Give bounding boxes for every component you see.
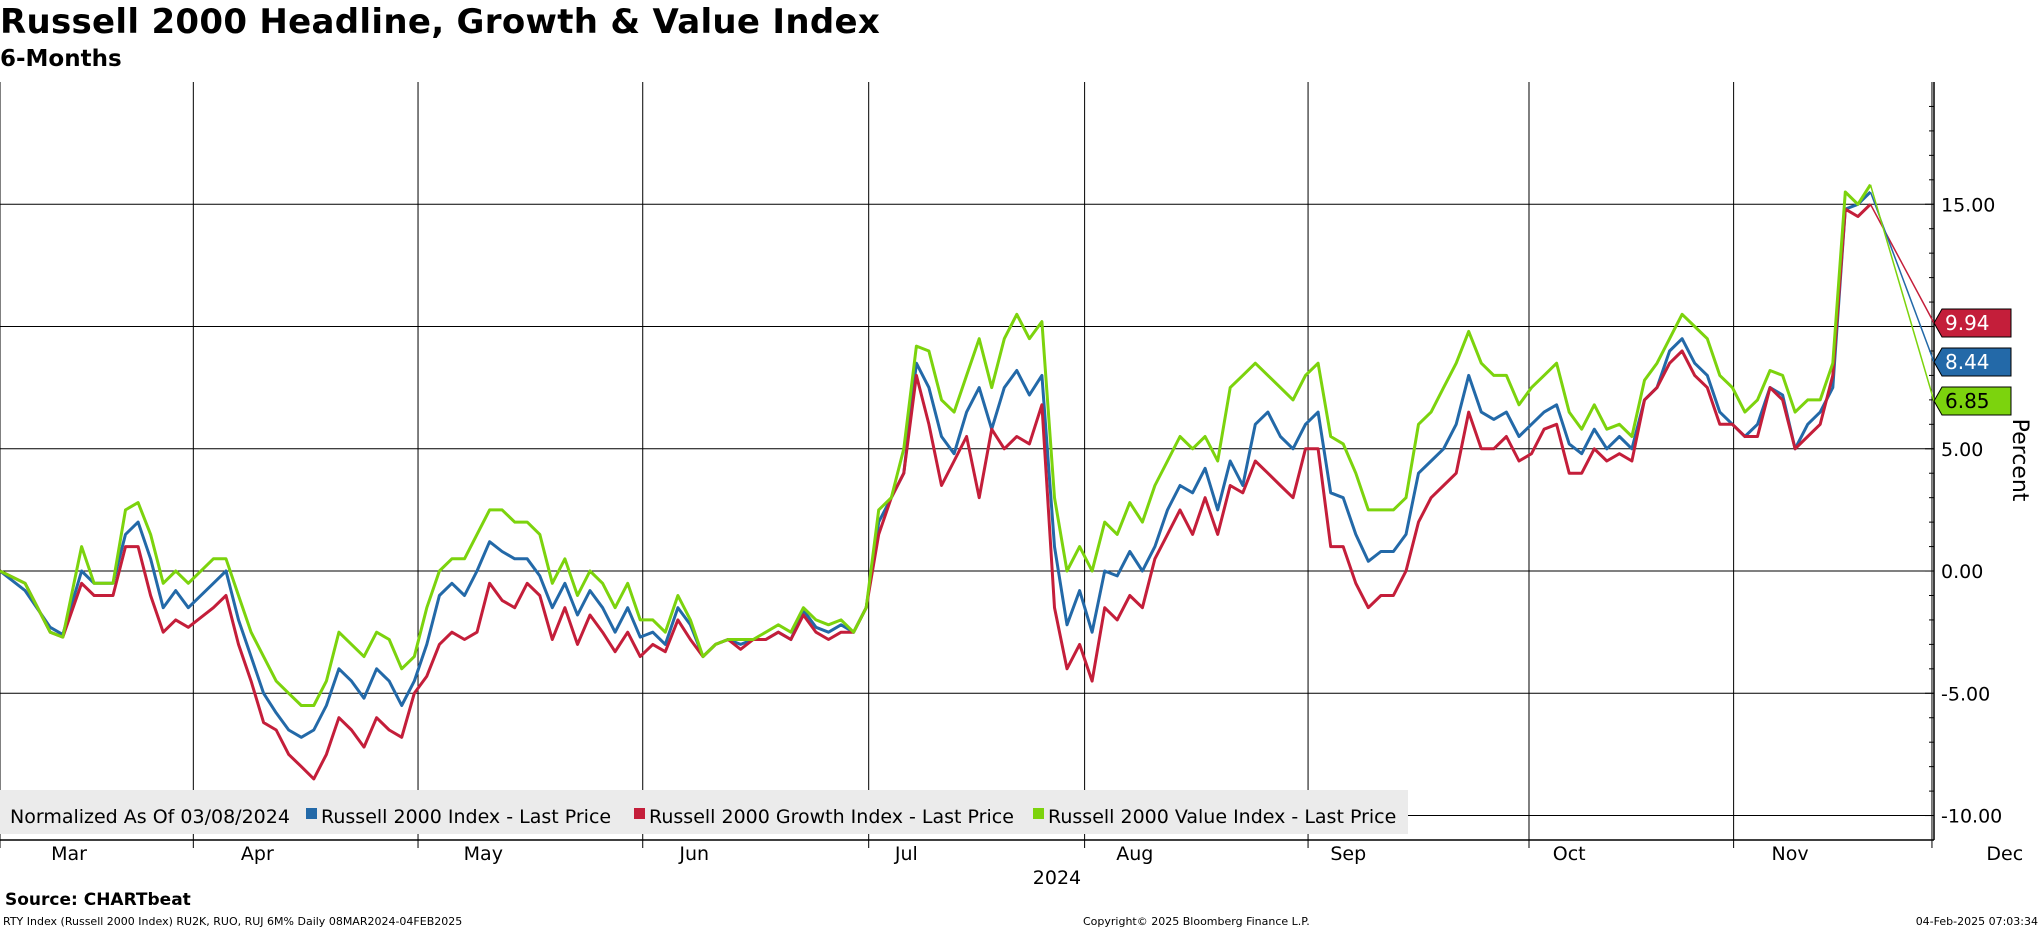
legend-prefix: Normalized As Of 03/08/2024 <box>10 806 290 828</box>
footer-ticker-info: RTY Index (Russell 2000 Index) RU2K, RUO… <box>3 915 463 928</box>
page-subtitle: 6-Months <box>0 46 122 72</box>
legend-swatch <box>634 808 645 819</box>
last-value-tag <box>1933 308 2012 338</box>
x-month-label: Jun <box>678 843 709 865</box>
footer-timestamp: 04-Feb-2025 07:03:34 <box>1915 915 2038 928</box>
last-value-label: 8.44 <box>1945 350 1990 374</box>
last-value-tag <box>1933 347 2012 377</box>
legend-box <box>0 790 1408 834</box>
x-month-label: May <box>464 843 503 865</box>
footer-copyright: Copyright© 2025 Bloomberg Finance L.P. <box>1083 915 1310 928</box>
y-tick-label: 5.00 <box>1941 439 1983 461</box>
x-month-label: Oct <box>1553 843 1586 865</box>
x-month-label: Apr <box>241 843 274 865</box>
x-month-label: Aug <box>1116 843 1153 865</box>
legend-swatch <box>1033 808 1044 819</box>
last-value-label: 6.85 <box>1945 389 1990 413</box>
y-tick-label: 0.00 <box>1941 561 1983 583</box>
y-tick-label: -10.00 <box>1941 806 2002 828</box>
legend-item-label: Russell 2000 Value Index - Last Price <box>1048 806 1396 828</box>
y-axis-label: Percent <box>2007 419 2032 502</box>
x-month-label: Dec <box>1986 843 2023 865</box>
legend-item-label: Russell 2000 Index - Last Price <box>321 806 611 828</box>
x-year-label: 2024 <box>1033 867 1081 885</box>
last-value-label: 9.94 <box>1945 311 1990 335</box>
x-month-label: Jul <box>894 843 918 865</box>
y-tick-label: 15.00 <box>1941 194 1995 216</box>
series-line <box>0 190 1872 739</box>
legend-swatch <box>306 808 317 819</box>
x-month-label: Nov <box>1772 843 1809 865</box>
legend-item-label: Russell 2000 Growth Index - Last Price <box>649 806 1014 828</box>
last-value-connector <box>1869 203 1935 324</box>
y-tick-label: -5.00 <box>1941 683 1990 705</box>
series-line <box>0 183 1872 707</box>
last-value-tag <box>1933 386 2012 416</box>
x-month-label: Mar <box>51 843 87 865</box>
x-month-label: Sep <box>1330 843 1366 865</box>
series-line <box>0 203 1872 781</box>
last-value-connector <box>1869 184 1935 402</box>
source-label: Source: CHARTbeat <box>5 890 191 910</box>
page-title: Russell 2000 Headline, Growth & Value In… <box>0 2 881 42</box>
line-chart: -10.00 -5.00 0.00 5.00 15.00 Percent 9.94 8.44 6… <box>0 82 2032 885</box>
